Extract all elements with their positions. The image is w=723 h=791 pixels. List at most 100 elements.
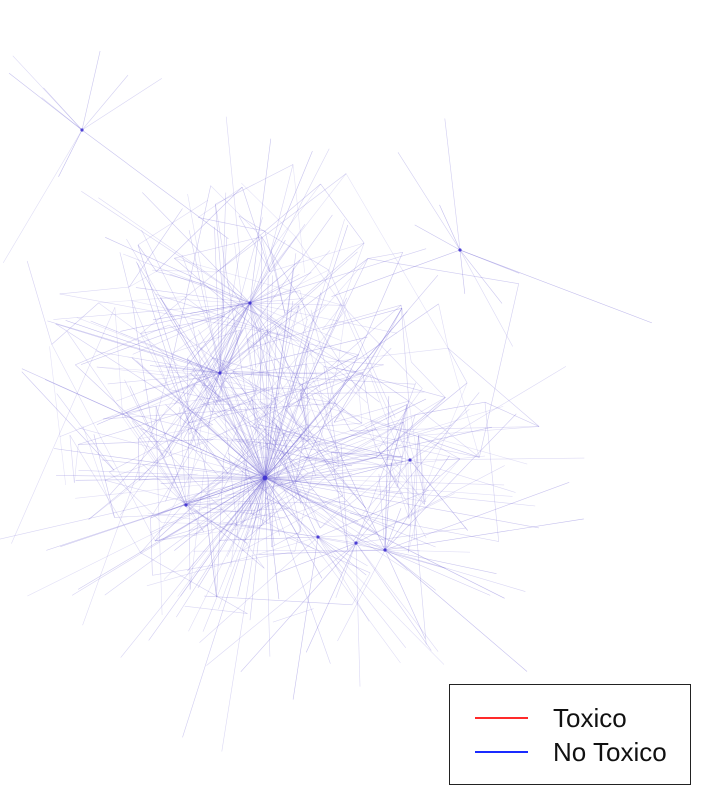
graph-edge (194, 384, 257, 391)
hub-edge (444, 118, 461, 251)
graph-edge (116, 373, 191, 402)
hub-edge (264, 253, 297, 479)
graph-edge (266, 447, 303, 457)
hub-edge (384, 549, 491, 596)
hub-edge (222, 433, 266, 479)
legend-swatch-toxico (475, 717, 528, 719)
graph-edge (274, 397, 339, 461)
graph-edge (154, 444, 207, 542)
graph-edge (138, 438, 140, 481)
graph-edge (212, 357, 303, 385)
hub-edge (264, 455, 486, 479)
hub-edge (384, 549, 471, 553)
hub-edge (136, 360, 266, 479)
graph-edge (341, 242, 365, 306)
graph-edge (370, 420, 399, 467)
graph-edge (338, 360, 384, 366)
graph-edge (195, 429, 229, 474)
graph-edge (195, 429, 285, 455)
graph-edge (309, 314, 360, 392)
hub-edge (185, 504, 248, 544)
graph-edge (247, 338, 279, 389)
graph-edge (247, 338, 336, 404)
graph-edge (138, 424, 213, 440)
graph-edge (174, 236, 262, 259)
graph-edge (274, 325, 307, 425)
graph-edge (418, 435, 425, 505)
graph-edge (295, 421, 404, 482)
graph-edge (271, 531, 302, 548)
hub-edge (146, 536, 319, 587)
hub-edge (264, 431, 306, 479)
hub-edge (264, 311, 408, 479)
hub-edge (264, 331, 278, 479)
hub-edge (264, 426, 492, 479)
graph-edge (190, 373, 280, 445)
hub-edge (335, 542, 357, 599)
graph-edge (248, 305, 300, 380)
graph-edge (423, 382, 468, 492)
graph-edge (306, 363, 310, 444)
hub-edge (264, 398, 427, 479)
hub-edge (237, 477, 266, 597)
graph-edge (298, 305, 340, 467)
hub-edge (219, 372, 329, 509)
hub-edge (317, 536, 370, 622)
hub-edge (292, 536, 319, 700)
hub-edge (219, 536, 319, 541)
hub-edge (148, 477, 266, 641)
hub-edge (316, 537, 386, 551)
graph-edge (287, 466, 340, 509)
hub-edge (58, 129, 83, 177)
hub-edge (264, 219, 345, 479)
graph-edge (122, 417, 205, 533)
graph-edge (247, 447, 268, 476)
graph-edge (270, 164, 294, 251)
graph-edge (242, 495, 344, 551)
hub-edge (71, 477, 266, 596)
graph-edge (140, 333, 178, 366)
hub-edge (264, 224, 349, 479)
graph-edge (260, 442, 268, 476)
hub-edge (311, 394, 386, 551)
graph-edge (159, 357, 214, 445)
graph-edge (207, 478, 217, 592)
graph-edge (155, 406, 159, 492)
graph-edge (198, 186, 243, 218)
graph-edge (186, 422, 203, 503)
hub-edge (397, 152, 461, 251)
hub-edge (105, 237, 251, 304)
hub-edge (384, 482, 570, 551)
graph-edge (103, 402, 336, 420)
hub-edge (81, 50, 101, 131)
hub-edge (249, 302, 398, 334)
hub-edge (317, 489, 429, 538)
graph-edge (160, 297, 222, 402)
graph-edge (246, 452, 286, 470)
graph-edge (285, 303, 439, 410)
graph-edge (362, 308, 403, 373)
graph-edge (195, 417, 259, 445)
graph-edge (376, 397, 446, 458)
graph-edge (299, 393, 307, 425)
hub-edge (165, 404, 319, 538)
graph-edge (408, 400, 480, 458)
graph-edge (438, 303, 449, 349)
hub-edge (264, 477, 343, 574)
hub-edge (126, 238, 266, 479)
graph-edge (126, 384, 196, 413)
hub-edge (459, 249, 503, 304)
hub-edge (213, 418, 266, 479)
graph-edge (302, 456, 339, 461)
graph-edge (140, 316, 225, 334)
hub-edge (188, 230, 221, 374)
graph-edge (307, 427, 344, 496)
graph-edge (218, 471, 260, 498)
hub-edge (331, 249, 461, 297)
hub-edge (409, 366, 567, 461)
graph-edge (138, 371, 234, 481)
graph-edge (186, 501, 265, 569)
hub-edge (264, 292, 322, 479)
graph-edge (98, 302, 141, 334)
graph-edge (264, 425, 277, 477)
